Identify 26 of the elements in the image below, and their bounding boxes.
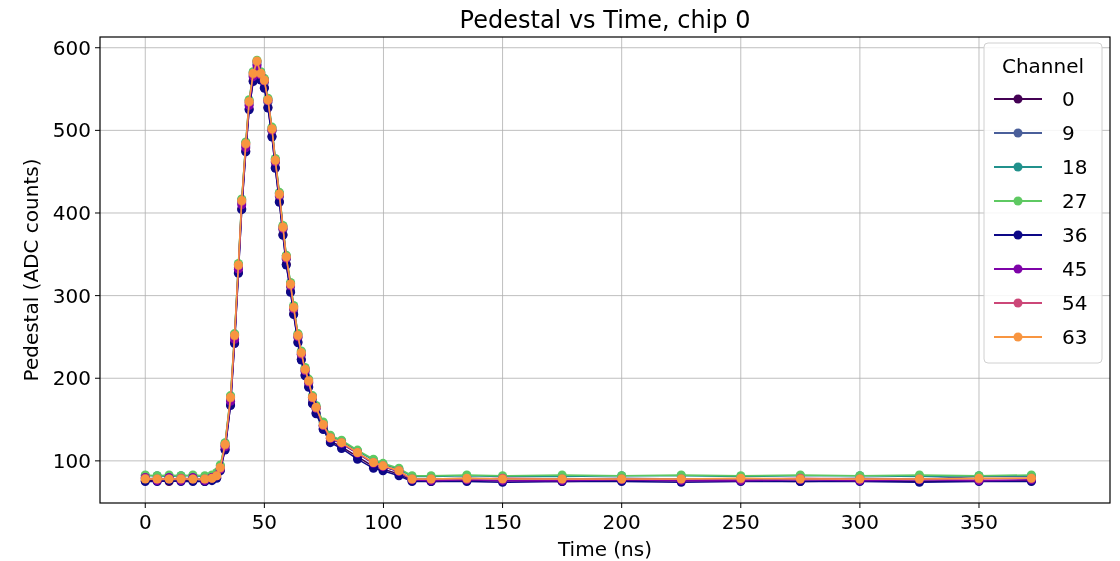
x-tick-label: 350 [959,510,999,534]
x-tick-label: 200 [602,510,641,534]
y-axis-title: Pedestal (ADC counts) [19,158,43,382]
legend-label: 63 [1062,325,1088,349]
legend-label: 27 [1062,189,1088,213]
x-tick-label: 250 [721,510,760,534]
x-axis-title: Time (ns) [556,537,653,561]
legend-label: 18 [1062,155,1088,179]
legend-label: 9 [1062,121,1075,145]
y-tick-label: 400 [52,200,91,225]
legend-label: 36 [1062,223,1088,247]
legend-label: 45 [1062,257,1088,281]
legend-label: 0 [1062,87,1075,111]
legend-label: 54 [1062,291,1088,315]
y-tick-label: 500 [52,118,91,143]
y-tick-label: 200 [52,366,91,391]
x-tick-label: 300 [840,510,879,534]
x-tick-label: 0 [138,510,152,534]
x-tick-label: 50 [251,510,278,534]
chart-title: Pedestal vs Time, chip 0 [459,6,751,34]
legend-title: Channel [1001,54,1085,78]
x-tick-label: 100 [364,510,403,534]
y-tick-label: 100 [52,448,91,473]
y-tick-label: 600 [52,35,91,60]
y-tick-label: 300 [52,283,91,308]
x-tick-label: 150 [483,510,522,534]
